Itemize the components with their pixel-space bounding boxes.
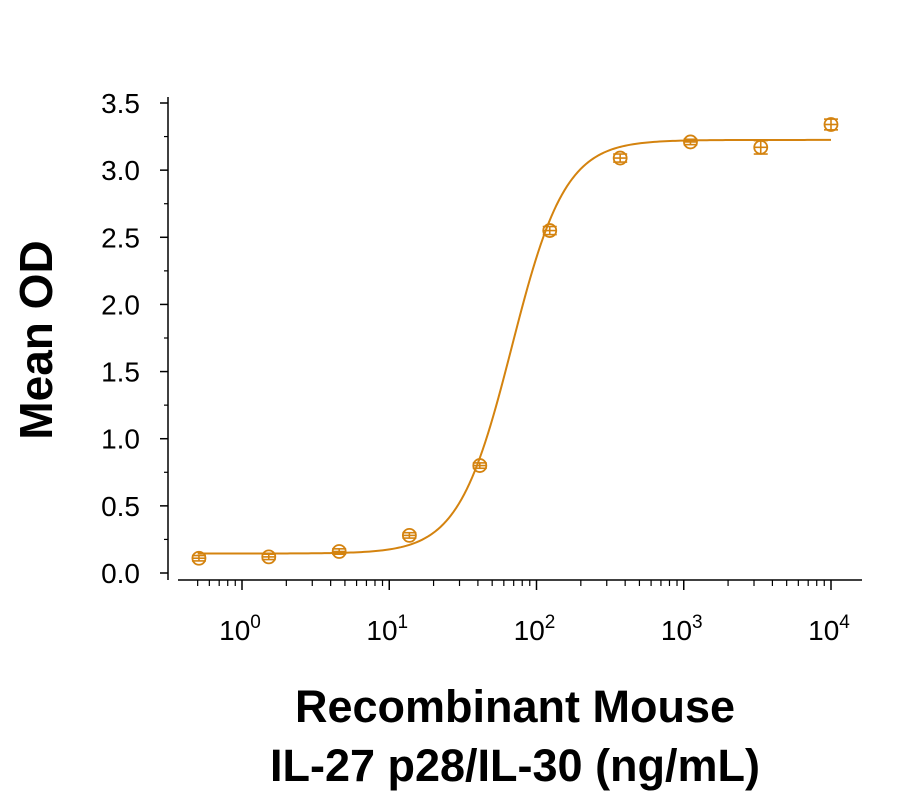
- y-tick-label: 1.5: [101, 357, 140, 388]
- data-points-layer: [191, 117, 839, 566]
- x-tick-label: 104: [808, 612, 850, 646]
- y-axis: 0.0 0.5 1.0 1.5 2.0 2.5 3.0 3.5: [101, 88, 169, 589]
- fit-curve-layer: [197, 138, 831, 555]
- y-axis-title: Mean OD: [10, 240, 62, 439]
- marker-circle: [612, 150, 628, 166]
- x-tick-label: 101: [366, 612, 408, 646]
- marker-circle: [753, 139, 769, 155]
- data-point: [753, 139, 769, 155]
- data-point: [472, 458, 488, 473]
- x-tick-base: 10: [661, 615, 692, 646]
- data-point: [683, 134, 698, 150]
- y-tick-label: 2.5: [101, 222, 140, 253]
- y-tick-label: 0.5: [101, 491, 140, 522]
- x-tick-label: 100: [219, 612, 261, 646]
- x-tick-base: 10: [366, 615, 397, 646]
- x-tick-label: 102: [514, 612, 556, 646]
- marker-circle: [683, 134, 698, 150]
- x-tick-exponent: 1: [398, 612, 409, 633]
- y-tick-label: 3.5: [101, 88, 140, 119]
- x-axis-title-line1: Recombinant Mouse: [295, 681, 735, 732]
- data-point: [191, 550, 207, 566]
- x-tick-exponent: 3: [692, 612, 703, 633]
- data-point: [612, 150, 628, 166]
- data-point: [261, 549, 277, 565]
- data-point: [401, 528, 417, 543]
- data-point: [542, 223, 558, 238]
- x-axis: 100 101 102 103 104: [178, 579, 862, 646]
- x-tick-base: 10: [219, 615, 250, 646]
- marker-circle: [401, 528, 417, 543]
- x-tick-base: 10: [514, 615, 545, 646]
- data-point: [331, 544, 347, 559]
- x-tick-base: 10: [808, 615, 839, 646]
- marker-circle: [823, 117, 839, 132]
- fit-curve: [197, 138, 831, 555]
- y-tick-label: 3.0: [101, 155, 140, 186]
- y-tick-label: 2.0: [101, 289, 140, 320]
- marker-circle: [472, 458, 488, 473]
- x-tick-label: 103: [661, 612, 703, 646]
- marker-circle: [191, 550, 207, 566]
- x-axis-title-line2: IL-27 p28/IL-30 (ng/mL): [270, 740, 760, 791]
- data-point: [823, 117, 839, 132]
- x-tick-exponent: 0: [250, 612, 261, 633]
- marker-circle: [542, 223, 558, 238]
- y-tick-label: 0.0: [101, 558, 140, 589]
- x-tick-exponent: 4: [839, 612, 850, 633]
- marker-circle: [261, 549, 277, 565]
- x-tick-exponent: 2: [545, 612, 556, 633]
- marker-circle: [331, 544, 347, 559]
- y-tick-label: 1.0: [101, 424, 140, 455]
